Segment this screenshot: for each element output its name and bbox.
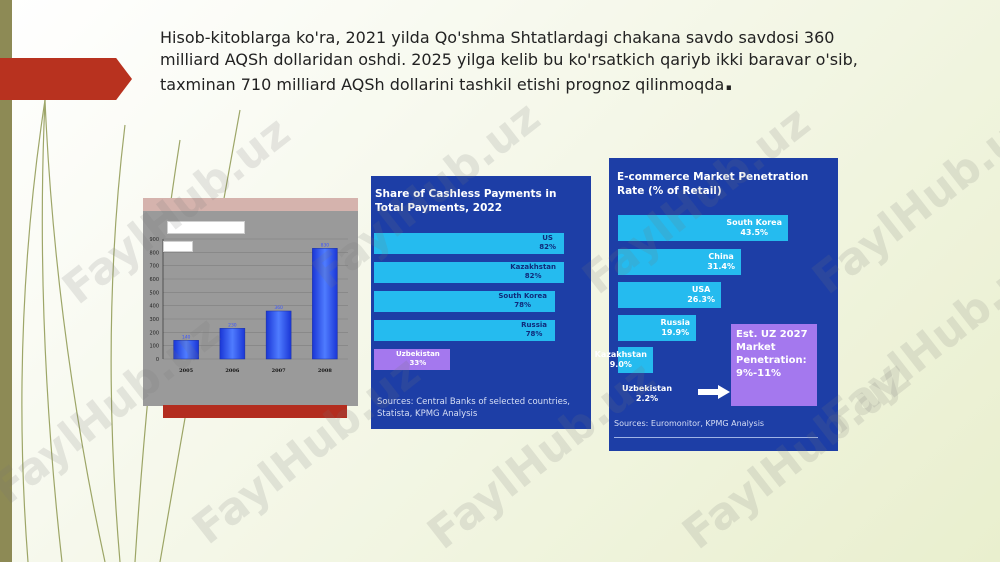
left-accent-bar: [0, 0, 12, 562]
ecommerce-penetration-chart: E-commerce Market Penetration Rate (% of…: [595, 158, 838, 451]
chart3-bar-label: USA 26.3%: [687, 285, 715, 305]
chart1-x-tick: 2006: [225, 368, 239, 374]
chart1-y-tick: 800: [149, 250, 159, 256]
chart1-value-label: 140: [182, 334, 191, 340]
chart3-divider: [614, 437, 818, 438]
chart1-y-tick: 900: [149, 237, 159, 243]
chart2-bar-label: South Korea 78%: [498, 292, 547, 310]
chart2-category: US: [542, 234, 553, 242]
chart1-value-label: 230: [228, 322, 237, 328]
chart2-source: Sources: Central Banks of selected count…: [377, 397, 570, 419]
chart1-y-tick: 700: [149, 264, 159, 270]
intro-text: Hisob-kitoblarga ko'ra, 2021 yilda Qo'sh…: [160, 28, 858, 94]
chart2-value: 33%: [409, 359, 427, 367]
chart3-value: 26.3%: [687, 295, 715, 304]
chart3-value: 31.4%: [707, 262, 735, 271]
chart1-value-label: 830: [321, 242, 330, 248]
chart3-title: E-commerce Market Penetration Rate (% of…: [617, 171, 809, 197]
chart3-category: Kazakhstan: [594, 350, 647, 359]
chart1-x-tick: 2008: [318, 368, 332, 374]
chart3-source: Sources: Euromonitor, KPMG Analysis: [614, 419, 765, 428]
chart1-plot-area: 0 100 200 300 400 500 600 700 800 900 140 2005 230 20…: [143, 211, 358, 406]
chart2-bar: Russia 78%: [374, 320, 555, 341]
chart3-bar: USA 26.3%: [618, 282, 721, 308]
chart3-bar-label: Russia 19.9%: [660, 318, 690, 338]
chart1-y-tick: 200: [149, 330, 159, 336]
intro-paragraph: Hisob-kitoblarga ko'ra, 2021 yilda Qo'sh…: [160, 27, 880, 96]
chart3-value: 43.5%: [740, 228, 769, 237]
chart2-bar: South Korea 78%: [374, 291, 555, 312]
bar-chart-years: 0 100 200 300 400 500 600 700 800 900 140 2005 230 20…: [143, 198, 358, 418]
chart1-svg: 0 100 200 300 400 500 600 700 800 900 140 2005 230 20…: [149, 237, 348, 374]
chart3-category: Russia: [660, 318, 690, 327]
chart2-bar-label: US 82%: [539, 234, 556, 252]
chart2-bar: Uzbekistan 33%: [374, 349, 450, 370]
chart3-bar-label: Kazakhstan 9.0%: [595, 350, 647, 370]
chart3-bar-label: South Korea 43.5%: [726, 218, 782, 238]
chart1-x-tick: 2005: [179, 368, 193, 374]
chart2-bar-label: Uzbekistan 33%: [396, 350, 440, 368]
chart2-category: South Korea: [498, 292, 547, 300]
chart1-legend-box: [167, 221, 245, 234]
chart3-value: 2.2%: [635, 394, 659, 403]
chart2-category: Uzbekistan: [396, 350, 440, 358]
chart1-y-tick: 600: [149, 277, 159, 283]
chart2-bar: US 82%: [374, 233, 564, 254]
chart3-bar: China 31.4%: [618, 249, 741, 275]
chart2-bar-label: Russia 78%: [521, 321, 547, 339]
chart3-category: China: [708, 252, 734, 261]
chart2-value: 78%: [514, 301, 532, 309]
chart1-y-tick: 300: [149, 317, 159, 323]
chart1-y-tick: 500: [149, 290, 159, 296]
chart1-series-box: [163, 241, 193, 252]
chart2-value: 82%: [524, 272, 542, 280]
chart2-category: Kazakhstan: [510, 263, 556, 271]
chart2-bar-label: Kazakhstan 82%: [510, 263, 556, 281]
chart3-bar: Kazakhstan 9.0%: [595, 347, 653, 373]
chart2-category: Russia: [521, 321, 547, 329]
chart3-highlight-label: Uzbekistan 2.2%: [617, 384, 677, 404]
chart1-footer-band: [163, 405, 347, 418]
chart1-y-tick: 400: [149, 304, 159, 310]
chart1-value-label: 360: [274, 305, 283, 311]
chart3-category: USA: [691, 285, 711, 294]
chart1-top-band: [143, 198, 358, 212]
chart3-value: 19.9%: [661, 328, 690, 337]
chart2-bar: Kazakhstan 82%: [374, 262, 564, 283]
chart1-bar: [312, 248, 338, 360]
chart1-bar: [265, 310, 292, 360]
estimate-note-box: Est. UZ 2027 Market Penetration: 9%-11%: [731, 324, 817, 406]
chart3-value: 9.0%: [609, 360, 632, 369]
chart1-bar: [219, 328, 246, 360]
arrow-right-icon: [698, 385, 730, 399]
chart1-y-tick: 100: [149, 344, 159, 350]
red-arrow-shape: [0, 58, 132, 100]
chart2-value: 78%: [525, 330, 543, 338]
chart3-category: South Korea: [726, 218, 782, 227]
cashless-payments-chart: Share of Cashless Payments in Total Paym…: [371, 176, 591, 429]
chart3-bar: South Korea 43.5%: [618, 215, 788, 241]
chart3-bar: Russia 19.9%: [618, 315, 696, 341]
intro-period: .: [724, 68, 734, 96]
chart3-category: Uzbekistan: [621, 384, 673, 393]
chart1-x-tick: 2007: [272, 368, 286, 374]
chart2-title: Share of Cashless Payments in Total Paym…: [375, 188, 557, 214]
chart1-y-tick: 0: [156, 357, 159, 363]
chart1-bar: [173, 340, 199, 360]
chart3-bar-label: China 31.4%: [707, 252, 735, 272]
chart2-value: 82%: [539, 243, 556, 251]
